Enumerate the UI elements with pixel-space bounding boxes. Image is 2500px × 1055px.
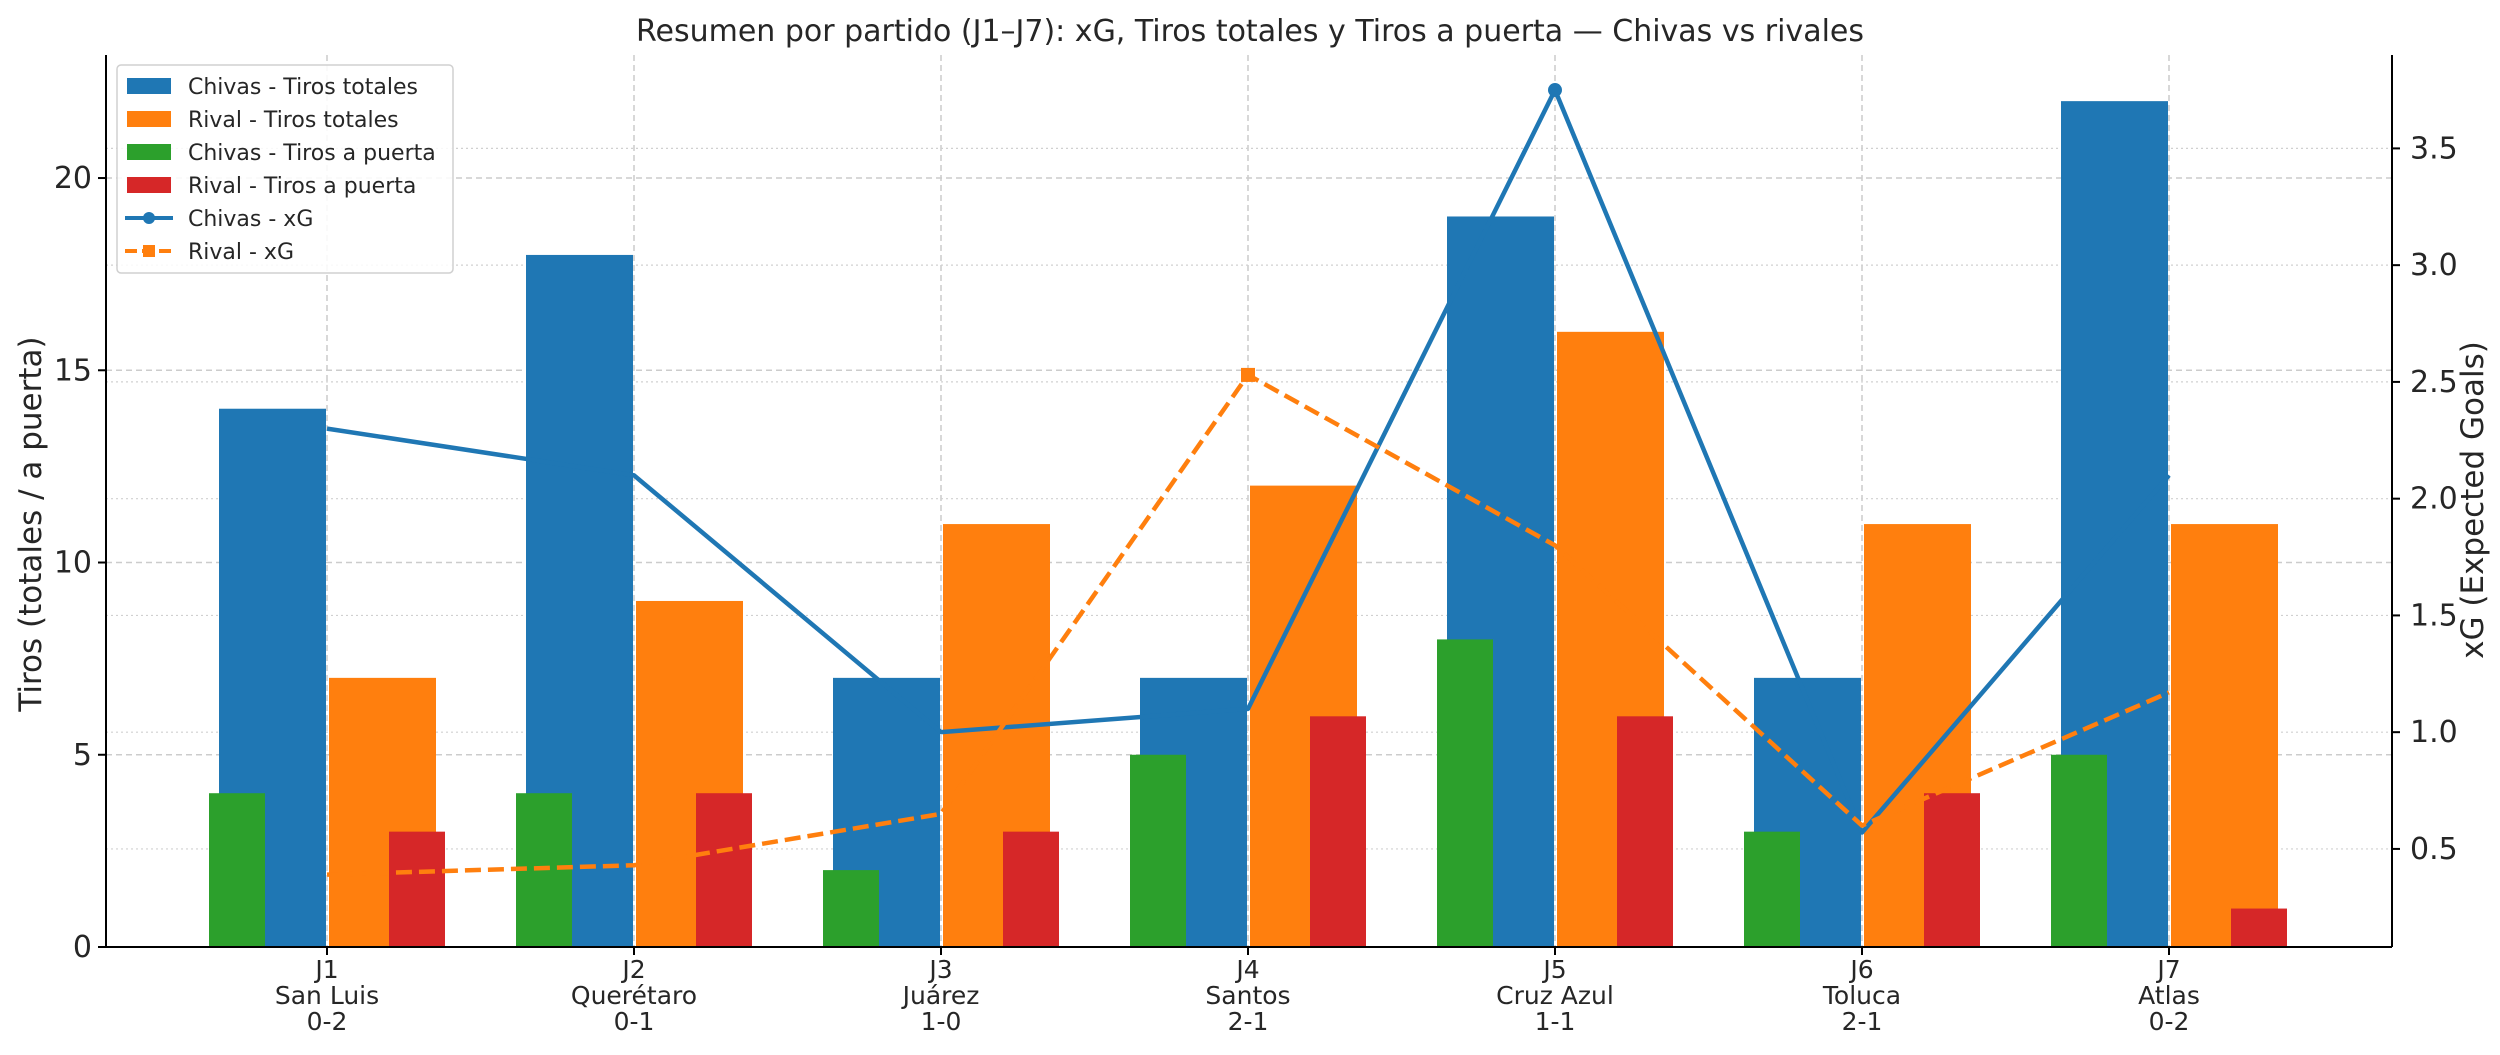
y-tick-label-right: 1.0 [2410, 715, 2458, 750]
y-tick-label-right: 0.5 [2410, 832, 2458, 867]
x-tick-label: 0-1 [614, 1007, 655, 1036]
bar-rival-tiros-a-puerta [696, 793, 752, 947]
chivas-xg-point [1548, 83, 1562, 98]
y-tick-label-right: 3.5 [2410, 131, 2458, 166]
legend-swatch [127, 78, 171, 94]
y-tick-label-left: 10 [54, 546, 92, 581]
x-tick-label: 2-1 [1842, 1007, 1883, 1036]
xg-lines [326, 83, 2171, 877]
legend-marker [143, 245, 155, 257]
bar-chivas-tiros-a-puerta [1130, 754, 1186, 947]
legend-label: Rival - Tiros totales [188, 108, 399, 133]
bar-chivas-tiros-a-puerta [1744, 831, 1800, 947]
chivas-xg-line [326, 87, 2171, 835]
x-tick-label: J4 [1234, 955, 1259, 984]
bar-rival-tiros-a-puerta [1617, 716, 1673, 947]
y-tick-label-left: 5 [73, 738, 92, 773]
y-tick-label-right: 2.0 [2410, 482, 2458, 517]
x-tick-label: J3 [927, 955, 952, 984]
y-tick-label-left: 0 [73, 930, 92, 965]
bar-rival-tiros-totales [2171, 524, 2278, 947]
legend-box [116, 64, 454, 274]
bar-chivas-tiros-a-puerta [823, 870, 879, 947]
legend-label: Chivas - xG [188, 207, 313, 232]
y-axis-right-title: xG (Expected Goals) [2455, 341, 2491, 659]
x-tick-label: San Luis [275, 981, 379, 1010]
legend-label: Chivas - Tiros totales [188, 75, 418, 100]
legend: Chivas - Tiros totales Rival - Tiros tota… [116, 64, 454, 274]
bar-chivas-tiros-a-puerta [2051, 754, 2107, 947]
y-axis-left-ticks: 0 5 10 15 20 [54, 161, 106, 965]
x-tick-label: 1-1 [1535, 1007, 1576, 1036]
bar-rival-tiros-a-puerta [2231, 908, 2287, 947]
x-tick-label: 0-2 [307, 1007, 348, 1036]
x-tick-label: J2 [620, 955, 645, 984]
x-tick-label: Atlas [2138, 981, 2200, 1010]
chart-title: Resumen por partido (J1–J7): xG, Tiros t… [636, 14, 1864, 49]
y-axis-right-ticks: 0.5 1.0 1.5 2.0 2.5 3.0 3.5 [2392, 131, 2458, 867]
y-tick-label-right: 2.5 [2410, 365, 2458, 400]
bar-rival-tiros-a-puerta [1310, 716, 1366, 947]
bar-chivas-tiros-a-puerta [1437, 639, 1493, 947]
x-tick-label: J6 [1848, 955, 1873, 984]
legend-swatch [127, 111, 171, 127]
x-tick-label: 2-1 [1228, 1007, 1269, 1036]
y-tick-label-right: 3.0 [2410, 248, 2458, 283]
x-tick-label: Juárez [901, 981, 980, 1010]
y-tick-label-right: 1.5 [2410, 598, 2458, 633]
legend-label: Rival - xG [188, 240, 294, 265]
x-tick-label: Santos [1205, 981, 1290, 1010]
rival-xg-point [1241, 367, 1255, 382]
x-tick-label: J5 [1541, 955, 1566, 984]
legend-label: Rival - Tiros a puerta [188, 174, 416, 199]
x-tick-label: Cruz Azul [1496, 981, 1614, 1010]
legend-swatch [127, 144, 171, 160]
legend-swatch [127, 177, 171, 193]
y-tick-label-left: 20 [54, 161, 92, 196]
bar-rival-tiros-a-puerta [389, 831, 445, 947]
bars [209, 101, 2287, 948]
x-tick-label: Toluca [1822, 981, 1901, 1010]
x-tick-label: 1-0 [921, 1007, 962, 1036]
x-tick-label: J1 [313, 955, 338, 984]
x-tick-label: J7 [2155, 955, 2180, 984]
legend-marker [143, 212, 155, 224]
x-tick-label: Querétaro [571, 981, 697, 1010]
bar-rival-tiros-a-puerta [1924, 793, 1980, 947]
y-axis-left-title: Tiros (totales / a puerta) [13, 336, 49, 712]
x-tick-label: 0-2 [2149, 1007, 2190, 1036]
y-tick-label-left: 15 [54, 353, 92, 388]
legend-label: Chivas - Tiros a puerta [188, 141, 436, 166]
bar-rival-tiros-a-puerta [1003, 831, 1059, 947]
bar-chivas-tiros-a-puerta [209, 793, 265, 947]
